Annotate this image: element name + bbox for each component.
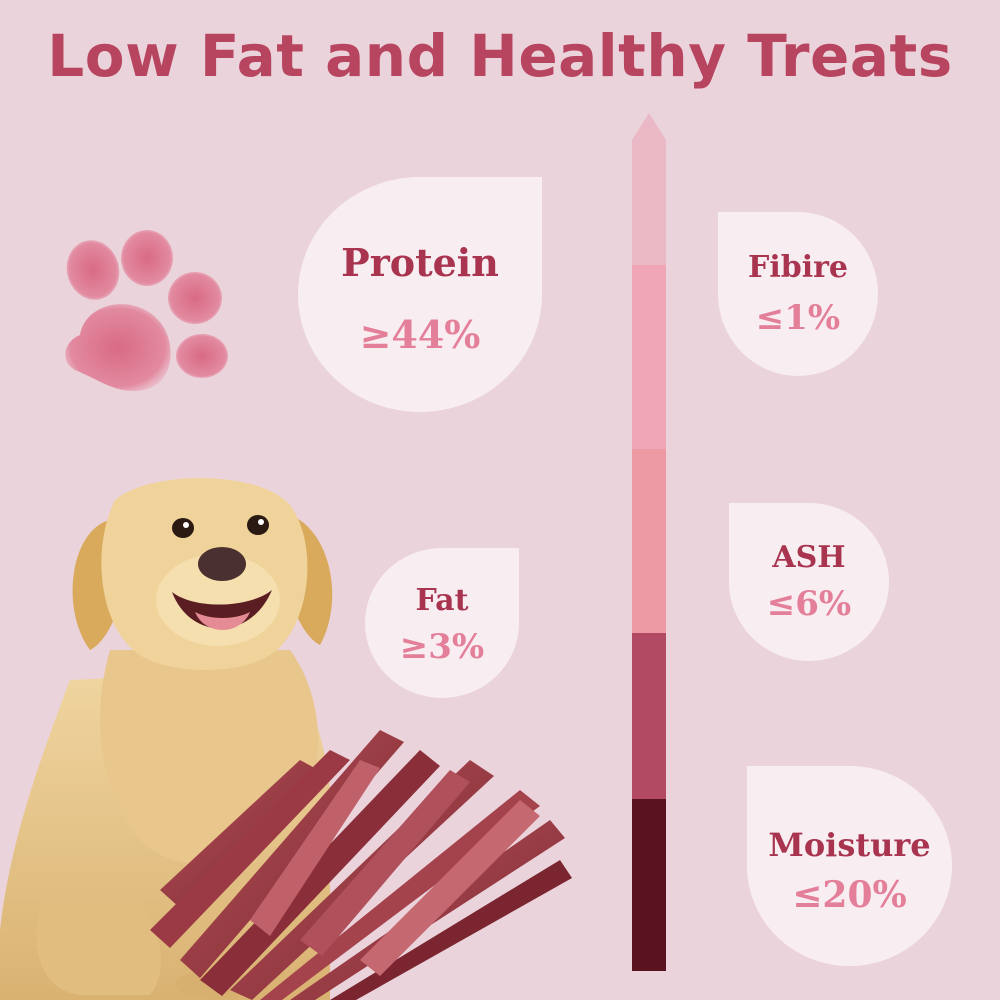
nutrient-value: ≥44% [359,311,481,357]
bar-segment-2 [632,265,666,451]
jerky-treats-illustration [150,730,572,1000]
nutrient-value: ≤6% [766,584,852,624]
bar-segment-4 [632,633,666,801]
nutrient-label: ASH [772,540,846,575]
nutrient-card-fat: Fat ≥3% [365,548,519,698]
nutrient-value: ≥3% [399,627,485,667]
paw-print-icon [65,230,228,391]
nutrient-value: ≤20% [792,874,907,916]
dog-with-treats-illustration [0,478,572,1000]
bar-segment-1 [632,113,666,267]
bar-segment-3 [632,449,666,635]
page-title: Low Fat and Healthy Treats [47,22,953,90]
bar-segment-5 [632,799,666,971]
nutrient-card-ash: ASH ≤6% [729,503,889,661]
nutrient-label: Fat [415,583,469,618]
nutrient-card-protein: Protein ≥44% [298,177,542,412]
nutrient-label: Protein [341,239,499,285]
nutrient-card-moisture: Moisture ≤20% [747,766,952,966]
nutrient-label: Moisture [768,826,931,864]
nutrient-label: Fibire [748,250,848,285]
nutrient-value: ≤1% [755,298,841,338]
nutrient-card-fibire: Fibire ≤1% [718,212,878,376]
